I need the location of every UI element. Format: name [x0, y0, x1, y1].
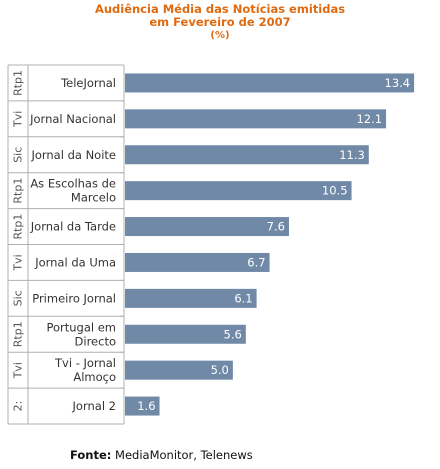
group-label: 2:	[12, 401, 25, 412]
category-label: Tvi - Jornal Almoço	[54, 356, 116, 384]
group-label: Rtp1	[12, 70, 25, 96]
group-label: Tvi	[12, 111, 25, 128]
group-label: Sic	[12, 147, 25, 163]
group-label: Tvi	[12, 362, 25, 379]
category-label: TeleJornal	[60, 76, 116, 90]
category-label: As Escolhas de Marcelo	[30, 177, 116, 205]
bar	[125, 360, 233, 380]
source-label: Fonte:	[70, 448, 112, 462]
bar	[125, 288, 257, 308]
bar	[125, 145, 369, 165]
value-label: 11.3	[339, 148, 365, 162]
group-label: Rtp1	[12, 214, 25, 240]
bar	[125, 73, 415, 93]
bar	[125, 109, 387, 129]
source-note: Fonte: MediaMonitor, Telenews	[70, 448, 253, 462]
source-text: MediaMonitor, Telenews	[111, 448, 253, 462]
chart-title: Audiência Média das Notícias emitidas	[94, 2, 346, 16]
bar	[125, 181, 352, 201]
category-label: Jornal Nacional	[29, 112, 116, 126]
category-label: Primeiro Jornal	[32, 291, 116, 305]
value-label: 6.1	[234, 291, 252, 305]
chart-subtitle: em Fevereiro de 2007	[149, 15, 291, 29]
bar	[125, 252, 270, 272]
value-label: 12.1	[356, 112, 382, 126]
bar	[125, 217, 289, 237]
value-label: 7.6	[267, 220, 285, 234]
chart-title-block: Audiência Média das Notícias emitidas em…	[0, 3, 440, 42]
value-label: 6.7	[247, 255, 265, 269]
group-label: Tvi	[12, 254, 25, 271]
group-label: Sic	[12, 290, 25, 306]
category-label: Jornal da Uma	[34, 255, 116, 269]
bar	[125, 324, 246, 344]
group-label: Rtp1	[12, 178, 25, 204]
value-label: 5.6	[224, 327, 242, 341]
value-label: 10.5	[322, 184, 348, 198]
bar-chart: Rtp1 TeleJornal 13.4 Tvi Jornal Nacional 12.1…	[7, 64, 415, 425]
value-label: 1.6	[137, 399, 155, 413]
group-label: Rtp1	[12, 321, 25, 347]
category-label: Portugal em Directo	[46, 320, 116, 348]
value-label: 5.0	[211, 363, 229, 377]
chart-unit: (%)	[210, 30, 230, 41]
value-label: 13.4	[385, 76, 411, 90]
category-label: Jornal da Tarde	[30, 220, 116, 234]
category-label: Jornal da Noite	[30, 148, 116, 162]
category-label: Jornal 2	[72, 399, 116, 413]
bar	[125, 396, 160, 416]
